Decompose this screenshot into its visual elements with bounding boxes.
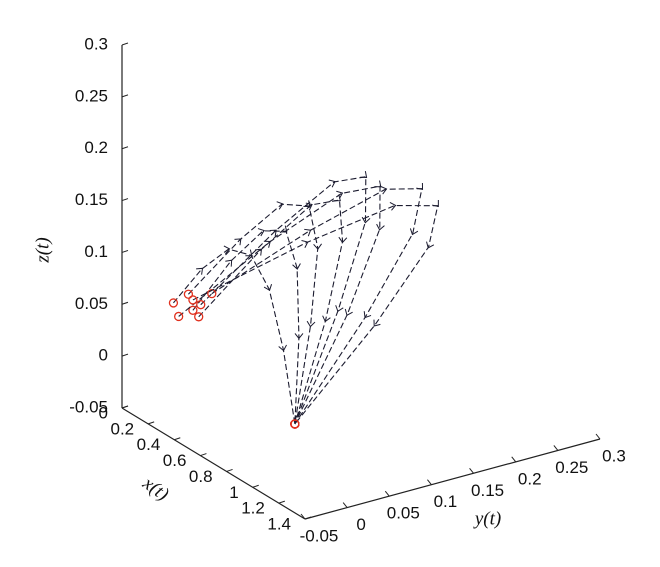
trajectory — [187, 200, 322, 425]
start-point — [183, 289, 194, 299]
y-tick — [469, 467, 474, 474]
x-tick-label: 0 — [99, 403, 108, 422]
x-axis — [121, 407, 306, 520]
trajectory — [211, 182, 424, 425]
x-tick — [226, 468, 233, 472]
y-tick-label: 0.15 — [471, 481, 504, 500]
y-tick — [384, 490, 390, 497]
x-tick — [278, 500, 286, 504]
y-tick-label: 0.3 — [602, 446, 626, 465]
y-tick — [300, 513, 306, 520]
x-tick-label: 0.6 — [163, 451, 187, 470]
x-tick-label: 1.4 — [267, 514, 291, 533]
y-tick — [595, 433, 601, 440]
z-tick-label: 0 — [99, 346, 108, 365]
y-tick — [553, 445, 559, 451]
y-tick-label: 0.1 — [434, 492, 458, 511]
y-tick-label: 0.25 — [555, 458, 588, 477]
x-tick-label: 1 — [229, 483, 238, 502]
start-point — [188, 305, 198, 315]
z-tick — [121, 249, 129, 253]
x-tick-label: 0.4 — [137, 435, 161, 454]
start-point — [196, 300, 206, 310]
start-point — [194, 312, 204, 322]
x-tick-label: 0.2 — [111, 419, 135, 438]
start-point — [174, 311, 184, 322]
y-tick-label: 0 — [356, 515, 365, 534]
y-tick-label: 0.05 — [387, 504, 420, 523]
trajectory — [192, 200, 439, 425]
z-tick — [121, 146, 129, 150]
start-point — [168, 298, 179, 308]
x-tick — [200, 453, 207, 457]
trajectory — [178, 180, 385, 425]
x-tick — [147, 421, 155, 425]
z-tick-label: 0.2 — [84, 138, 108, 157]
y-tick-label: -0.05 — [300, 526, 339, 545]
z-tick — [121, 42, 129, 46]
x-tick — [121, 405, 129, 409]
start-point — [207, 288, 217, 299]
z-axis-label: z(t) — [32, 237, 53, 263]
trajectory — [173, 245, 296, 425]
z-tick — [121, 353, 129, 357]
y-tick — [427, 479, 432, 486]
y-tick — [511, 456, 517, 463]
end-point — [290, 419, 300, 429]
z-tick-label: 0.15 — [75, 190, 108, 209]
x-tick-label: 1.2 — [241, 499, 265, 518]
z-tick — [121, 301, 129, 305]
x-tick — [174, 437, 181, 441]
z-tick — [121, 94, 129, 98]
x-tick-label: 0.8 — [189, 467, 213, 486]
z-tick-label: 0.3 — [84, 34, 108, 53]
z-tick-label: -0.05 — [69, 397, 108, 416]
x-tick — [252, 484, 259, 488]
trajectory — [198, 194, 348, 425]
y-tick — [342, 502, 348, 508]
start-point — [188, 295, 198, 305]
y-axis-label: y(t) — [473, 508, 501, 529]
y-tick-label: 0.2 — [518, 469, 542, 488]
z-tick-label: 0.1 — [84, 242, 108, 261]
y-axis — [304, 438, 601, 520]
x-axis-label: x(t) — [138, 472, 172, 505]
x-tick — [304, 516, 312, 520]
z-tick-label: 0.05 — [75, 294, 108, 313]
z-tick-label: 0.25 — [75, 86, 108, 105]
z-tick — [121, 198, 129, 202]
